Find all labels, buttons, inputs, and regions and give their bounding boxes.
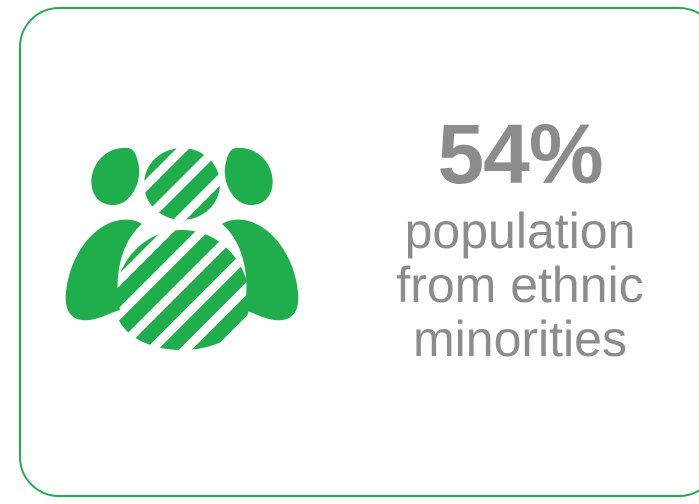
people-group-icon — [58, 144, 308, 354]
stat-label: population from ethnic minorities — [396, 203, 644, 367]
stat-card — [19, 7, 699, 497]
stat-value: 54% — [437, 107, 603, 201]
stat-block: 54% population from ethnic minorities — [360, 108, 680, 366]
